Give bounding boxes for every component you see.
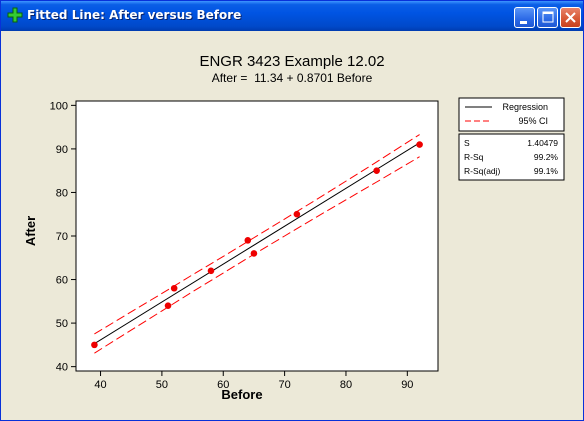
minimize-button[interactable] bbox=[514, 7, 535, 28]
stats-rsq-adj-label: R-Sq(adj) bbox=[464, 166, 501, 176]
stats-s-label: S bbox=[464, 138, 470, 148]
plot-area bbox=[75, 100, 439, 372]
stats-rsq-adj-value: 99.1% bbox=[534, 166, 559, 176]
y-tick-label: 50 bbox=[56, 318, 68, 330]
x-tick-label: 90 bbox=[401, 379, 413, 391]
graph-area: ENGR 3423 Example 12.02 After = 11.34 + … bbox=[4, 34, 580, 417]
regression-line bbox=[94, 142, 420, 345]
y-axis-ticks: 40 50 60 70 80 90 100 bbox=[50, 100, 76, 374]
x-tick-label: 60 bbox=[217, 379, 229, 391]
y-tick-label: 100 bbox=[50, 100, 68, 112]
x-tick-label: 40 bbox=[94, 379, 106, 391]
data-point bbox=[91, 341, 98, 349]
data-point bbox=[250, 250, 258, 257]
y-tick-label: 60 bbox=[56, 275, 68, 287]
legend-ci-label: 95% CI bbox=[518, 116, 548, 126]
window-title: Fitted Line: After versus Before bbox=[27, 8, 242, 22]
y-tick-label: 70 bbox=[56, 231, 68, 243]
stats-s-value: 1.40479 bbox=[527, 138, 558, 148]
title-bar[interactable]: Fitted Line: After versus Before bbox=[1, 1, 583, 31]
maximize-icon bbox=[542, 11, 554, 23]
y-tick-label: 80 bbox=[56, 187, 68, 199]
chart-subtitle: After = 11.34 + 0.8701 Before bbox=[212, 71, 373, 85]
data-point bbox=[244, 237, 252, 244]
close-button[interactable] bbox=[560, 7, 581, 28]
y-axis-label: After bbox=[23, 216, 38, 246]
x-tick-label: 50 bbox=[156, 379, 168, 391]
data-point bbox=[416, 141, 423, 148]
stats-box bbox=[458, 133, 565, 181]
maximize-button[interactable] bbox=[537, 7, 558, 28]
data-point bbox=[207, 267, 215, 275]
chart-title: ENGR 3423 Example 12.02 bbox=[199, 53, 384, 70]
y-tick-label: 90 bbox=[56, 144, 68, 156]
y-tick-label: 40 bbox=[56, 362, 68, 374]
stats-rsq-label: R-Sq bbox=[464, 152, 484, 162]
x-axis-label: Before bbox=[221, 387, 262, 402]
x-tick-label: 70 bbox=[278, 379, 290, 391]
data-point bbox=[293, 210, 301, 218]
legend-box bbox=[458, 97, 565, 132]
plot-series bbox=[91, 134, 423, 354]
ci-upper-line bbox=[94, 134, 420, 335]
stats-rsq-value: 99.2% bbox=[534, 152, 559, 162]
minimize-icon bbox=[520, 21, 527, 24]
close-icon bbox=[565, 12, 576, 23]
data-point bbox=[170, 284, 178, 292]
legend-regression-label: Regression bbox=[502, 102, 548, 112]
fitted-line-chart: ENGR 3423 Example 12.02 After = 11.34 + … bbox=[23, 53, 565, 402]
data-point bbox=[164, 302, 172, 309]
x-axis-ticks: 40 50 60 70 80 90 bbox=[94, 371, 413, 391]
data-point bbox=[373, 167, 380, 174]
x-tick-label: 80 bbox=[340, 379, 352, 391]
minitab-plus-icon bbox=[7, 7, 23, 23]
